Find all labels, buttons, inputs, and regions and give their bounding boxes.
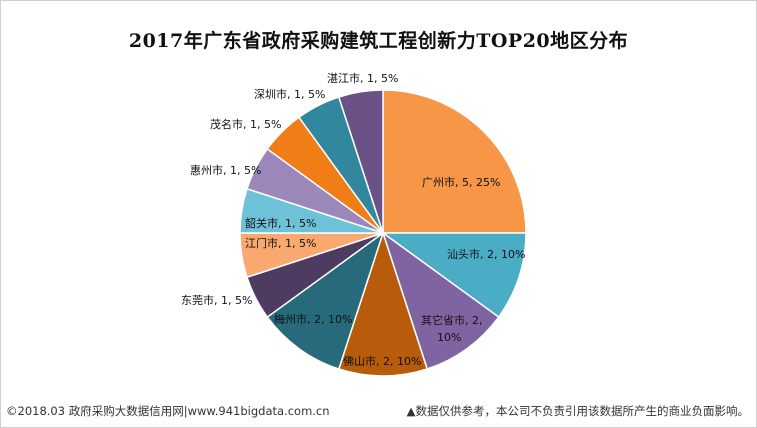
pie-slice-11 — [337, 89, 384, 234]
pie-slice-4 — [266, 231, 385, 370]
label-maoming: 茂名市, 1, 5% — [210, 117, 281, 131]
label-jiangmen: 江门市, 1, 5% — [245, 236, 316, 250]
label-meizhou: 梅州市, 2, 10% — [274, 312, 352, 326]
pie-slice-1 — [380, 232, 527, 319]
label-shantou: 汕头市, 2, 10% — [447, 247, 525, 261]
footer-disclaimer: ▲数据仅供参考，本公司不负责引用该数据所产生的商业负面影响。 — [406, 404, 749, 418]
chart-title: 2017年广东省政府采购建筑工程创新力TOP20地区分布 — [128, 30, 629, 52]
pie-slice-3 — [337, 230, 429, 377]
pie-slice-0 — [382, 89, 527, 234]
label-zhanjiang: 湛江市, 1, 5% — [327, 71, 398, 85]
label-foshan: 佛山市, 2, 10% — [343, 354, 421, 368]
label-guangzhou: 广州市, 5, 25% — [422, 175, 500, 189]
label-other-provinces-line2: 10% — [437, 331, 461, 344]
pie-slice-2 — [381, 231, 500, 370]
label-huizhou: 惠州市, 1, 5% — [190, 163, 261, 177]
label-shaoguan: 韶关市, 1, 5% — [245, 216, 316, 230]
footer-source: ©2018.03 政府采购大数据信用网|www.941bigdata.com.c… — [6, 404, 330, 418]
label-dongguan: 东莞市, 1, 5% — [181, 293, 252, 307]
label-other-provinces-line1: 其它省市, 2, — [421, 313, 483, 327]
label-shenzhen: 深圳市, 1, 5% — [254, 87, 325, 101]
